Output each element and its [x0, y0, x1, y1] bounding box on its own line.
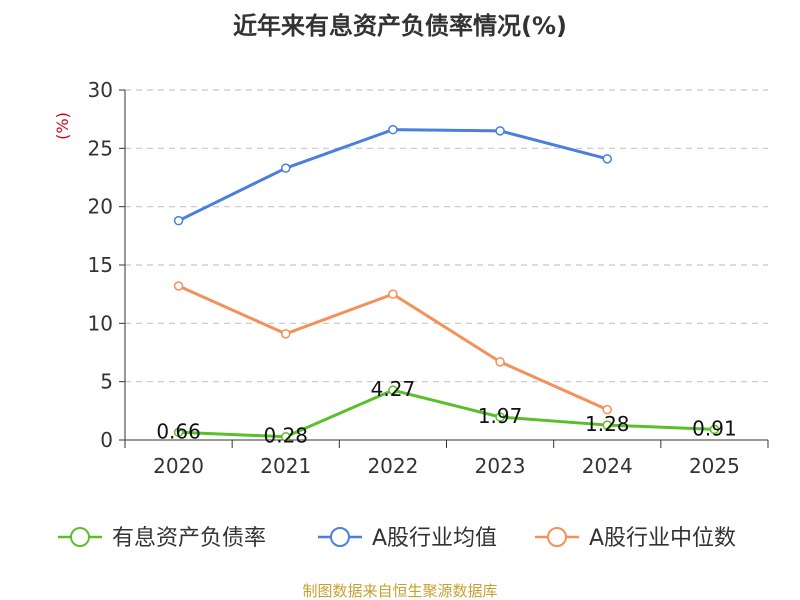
data-labels: 0.66 0.28 4.27 1.97 1.28 0.91	[156, 377, 736, 448]
data-point	[388, 124, 398, 135]
series-layer	[173, 124, 720, 442]
data-point	[602, 404, 612, 415]
data-point	[602, 420, 612, 430]
chart-title: 近年来有息资产负债率情况(%)	[233, 12, 567, 40]
source-caption: 制图数据来自恒生聚源数据库	[302, 582, 497, 600]
legend-marker-2	[330, 527, 350, 547]
x-tick-label: 2020	[153, 454, 204, 478]
legend-label-2: A股行业均值	[372, 526, 497, 551]
y-tick-label: 30	[88, 78, 113, 102]
legend: 有息资产负债率 A股行业均值 A股行业中位数	[58, 526, 736, 551]
data-point	[388, 289, 398, 299]
data-point	[281, 329, 291, 339]
data-point	[173, 427, 184, 438]
series-line-1	[178, 388, 715, 439]
y-tick-label: 15	[88, 253, 113, 277]
data-label: 1.97	[478, 404, 523, 428]
data-point	[495, 412, 505, 422]
y-tick-label: 25	[88, 136, 113, 160]
grid-lines	[125, 89, 768, 383]
y-tick-label: 10	[88, 311, 113, 335]
legend-label-1: 有息资产负债率	[112, 526, 266, 551]
y-tick-label: 20	[88, 195, 113, 219]
legend-label-3: A股行业中位数	[589, 526, 736, 551]
legend-marker-1	[70, 527, 90, 547]
data-label: 0.28	[263, 424, 308, 448]
data-point	[173, 215, 184, 226]
x-tick-label: 2024	[582, 454, 633, 478]
data-point	[495, 357, 505, 367]
data-point	[495, 126, 505, 136]
x-tick-label: 2025	[689, 454, 740, 478]
legend-marker-3	[547, 527, 567, 547]
y-tick-label: 5	[100, 370, 113, 394]
data-label: 0.91	[692, 416, 737, 440]
data-point	[281, 163, 291, 173]
data-label: 4.27	[371, 377, 416, 401]
data-point	[602, 154, 612, 164]
data-point	[173, 281, 184, 291]
x-tick-label: 2023	[475, 454, 526, 478]
x-tick-label: 2022	[367, 454, 418, 478]
data-point	[709, 424, 720, 435]
y-tick-label: 0	[100, 428, 113, 452]
data-label: 0.66	[156, 419, 201, 443]
data-point	[388, 385, 398, 395]
data-point	[281, 431, 291, 442]
y-axis-label: (%)	[53, 112, 72, 140]
data-label: 1.28	[585, 412, 630, 436]
x-tick-label: 2021	[260, 454, 311, 478]
